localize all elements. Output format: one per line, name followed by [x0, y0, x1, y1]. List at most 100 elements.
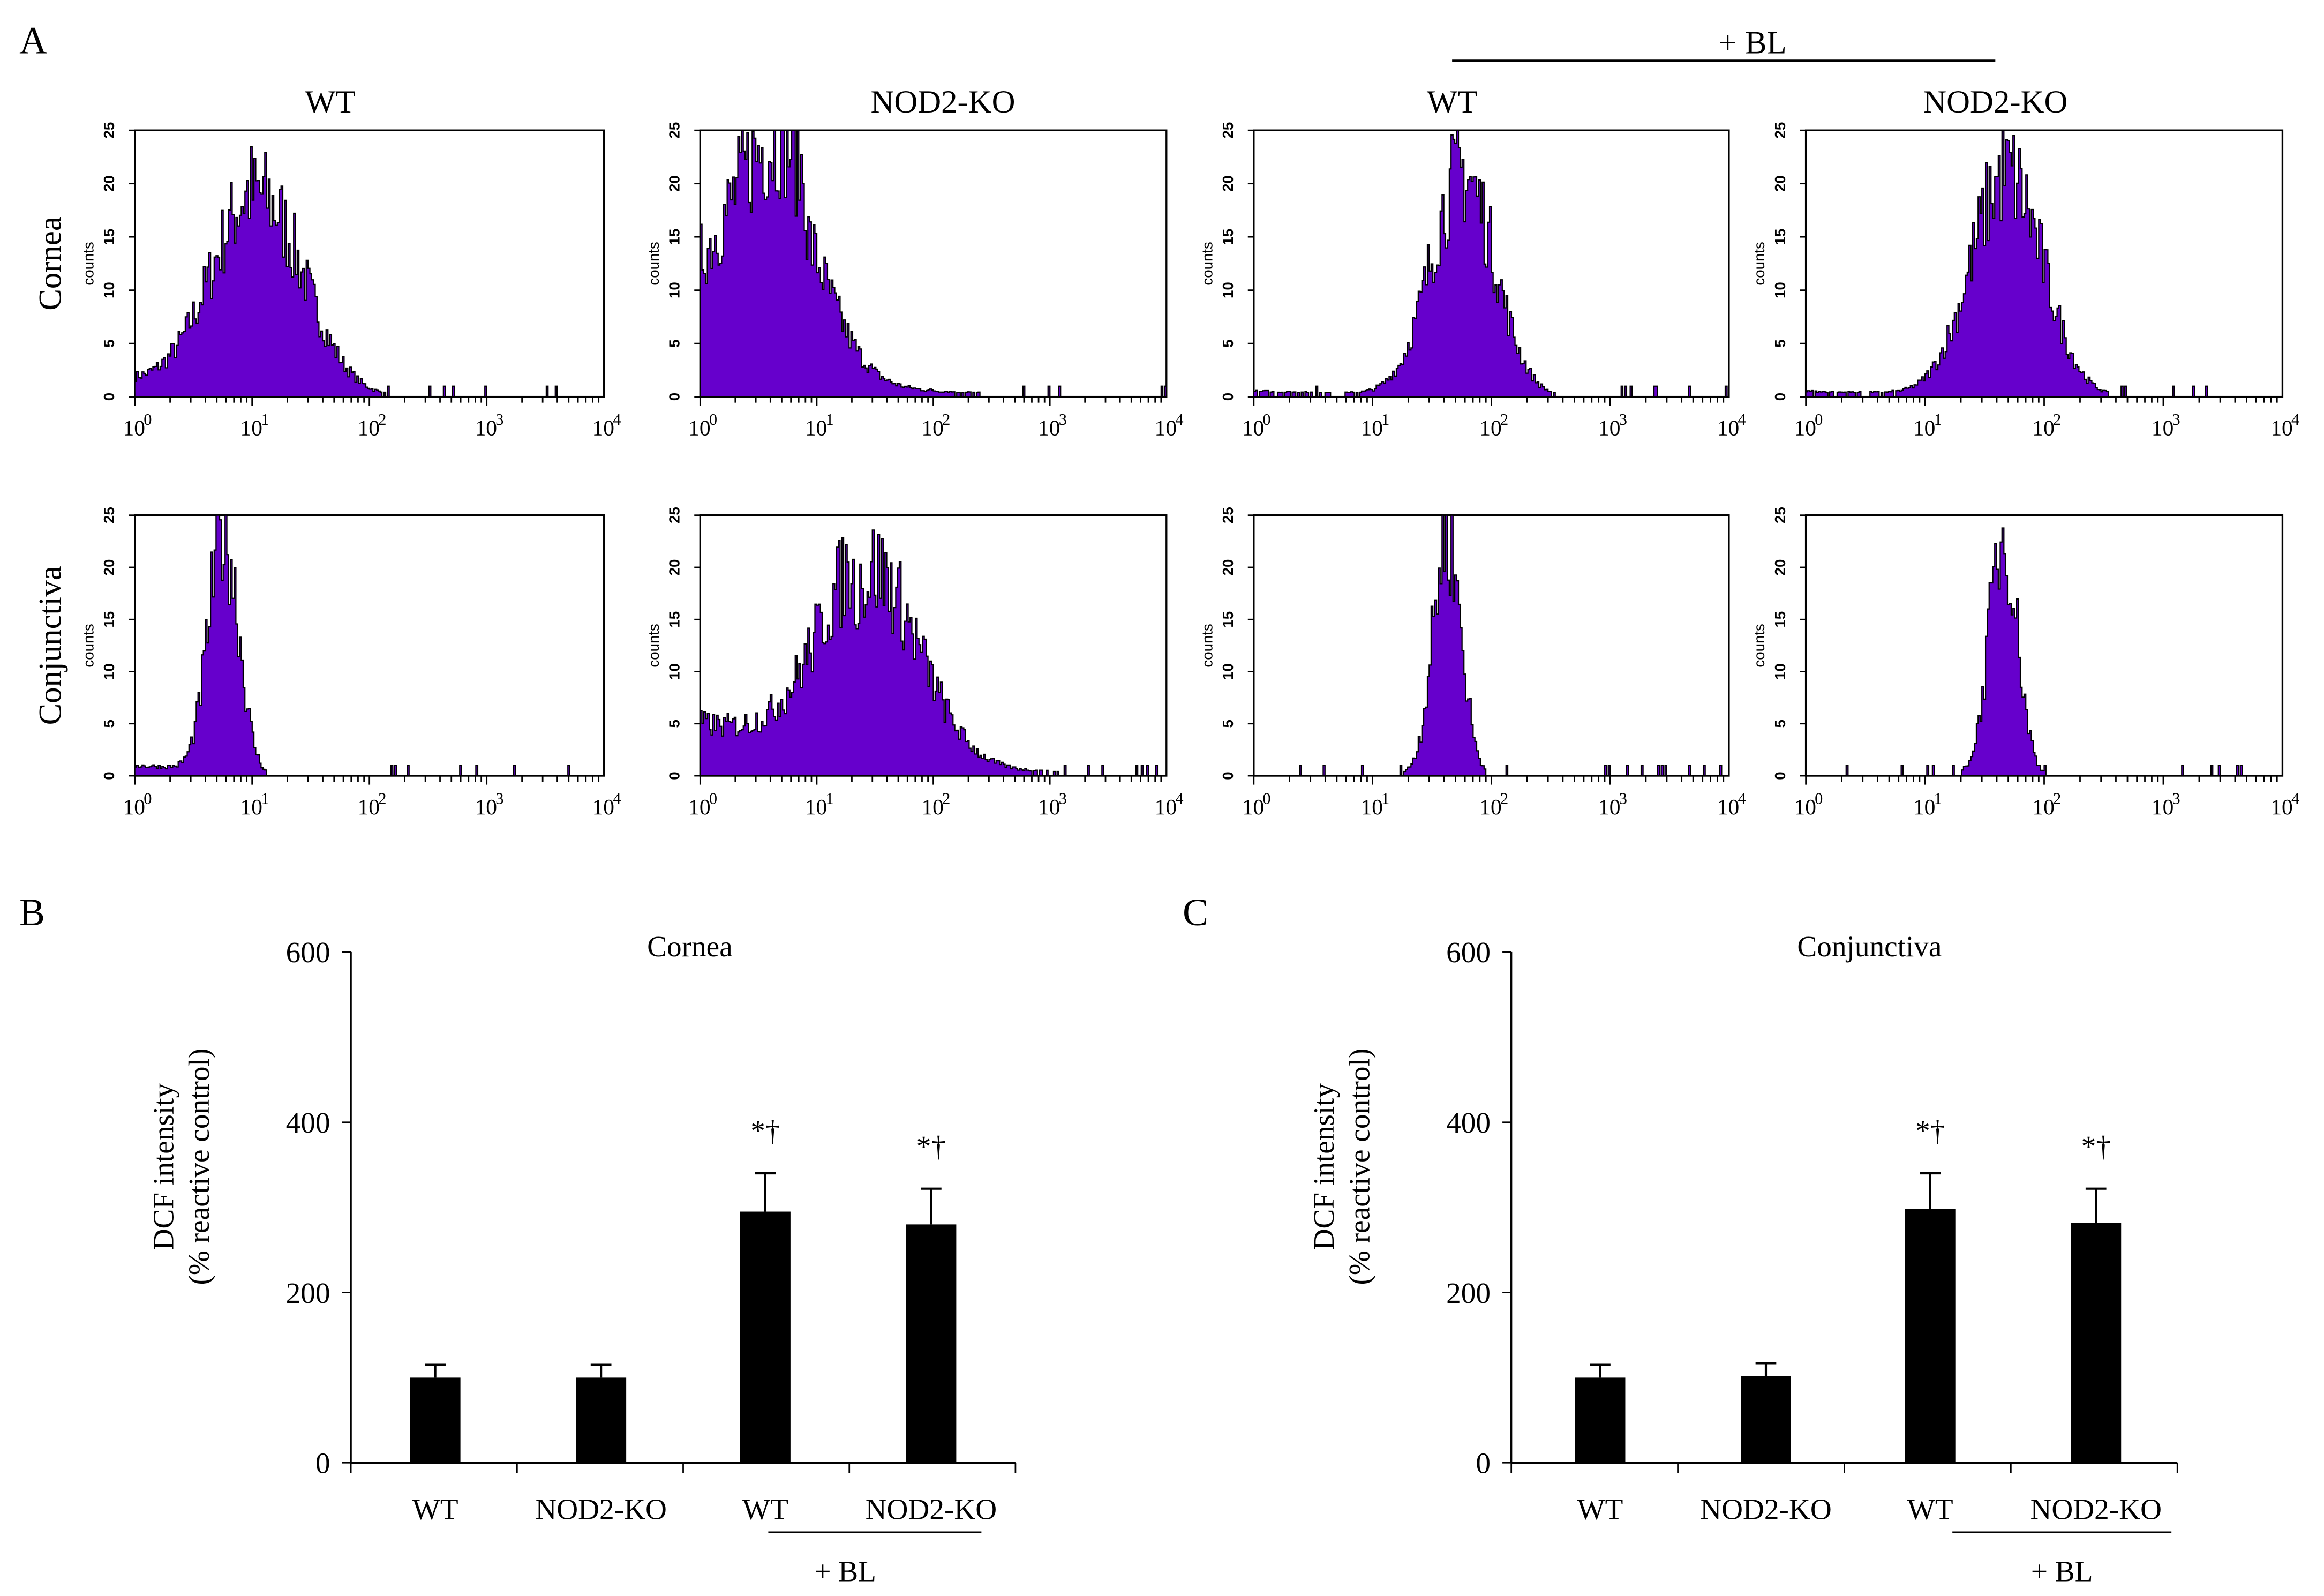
bar	[1575, 1377, 1626, 1463]
x-tick-label: 10	[688, 415, 710, 440]
y-tick-label: 20	[1772, 559, 1788, 576]
x-tick-exponent: 1	[261, 790, 269, 808]
x-tick-label: 10	[358, 795, 380, 819]
x-tick-exponent: 4	[2291, 410, 2299, 429]
bar-chart-conjunctiva: 0 200 400 600 Conjunctiva DCF intensity (% rea…	[1307, 930, 2178, 1587]
y-tick-label: 20	[101, 175, 117, 192]
y-axis-label: counts	[645, 242, 662, 285]
x-tick-label: 10	[1913, 415, 1935, 440]
category-label: NOD2-KO	[2030, 1493, 2162, 1525]
y-tick-label: 25	[101, 507, 117, 523]
y-tick-label: 0	[101, 393, 117, 401]
row-label: Conjunctiva	[32, 566, 68, 725]
y-tick-label: 20	[1220, 559, 1236, 576]
x-tick-label: 10	[1360, 415, 1382, 440]
x-tick-label: 10	[1598, 795, 1620, 819]
category-label: NOD2-KO	[535, 1493, 667, 1525]
x-tick-label: 10	[475, 795, 497, 819]
category-label: NOD2-KO	[866, 1493, 997, 1525]
x-tick-label: 10	[1155, 795, 1177, 819]
x-tick-exponent: 1	[1934, 790, 1942, 808]
y-axis-label: counts	[1751, 624, 1768, 667]
y-tick-label: 5	[666, 720, 683, 728]
panel-label-a: A	[19, 19, 47, 62]
x-tick-exponent: 4	[613, 790, 621, 808]
x-tick-label: 10	[921, 795, 943, 819]
x-tick-exponent: 4	[613, 410, 621, 429]
x-tick-exponent: 0	[709, 790, 717, 808]
y-tick-label: 10	[1772, 282, 1788, 298]
y-tick-label: 10	[666, 282, 683, 298]
histogram-fill	[700, 130, 1167, 398]
x-tick-exponent: 3	[495, 790, 503, 808]
x-tick-exponent: 0	[1262, 410, 1270, 429]
x-tick-label: 10	[358, 415, 380, 440]
y-tick-label: 0	[666, 771, 683, 780]
x-tick-label: 10	[2152, 795, 2173, 819]
y-tick-label: 5	[101, 720, 117, 728]
x-tick-label: 10	[1717, 415, 1739, 440]
x-tick-label: 10	[240, 795, 262, 819]
histogram-fill	[700, 529, 1167, 777]
x-tick-exponent: 0	[1815, 410, 1823, 429]
y-tick-label: 15	[1220, 229, 1236, 245]
x-tick-exponent: 1	[1934, 410, 1942, 429]
x-tick-label: 10	[805, 415, 827, 440]
y-tick-label: 15	[101, 611, 117, 628]
y-axis-label: counts	[645, 624, 662, 667]
column-title: WT	[1427, 84, 1478, 120]
x-tick-label: 10	[2270, 795, 2292, 819]
x-tick-exponent: 3	[1059, 790, 1067, 808]
histogram-fill	[1253, 514, 1729, 777]
x-tick-exponent: 2	[378, 410, 386, 429]
x-tick-exponent: 1	[261, 410, 269, 429]
y-tick-label: 600	[286, 936, 330, 969]
x-tick-exponent: 0	[1815, 790, 1823, 808]
x-tick-exponent: 4	[1175, 790, 1183, 808]
y-tick-label: 25	[1220, 122, 1236, 139]
x-tick-label: 10	[1242, 415, 1264, 440]
y-tick-label: 10	[1772, 663, 1788, 680]
x-tick-label: 10	[592, 795, 614, 819]
x-tick-label: 10	[592, 415, 614, 440]
chart-title: Cornea	[647, 930, 733, 963]
x-tick-label: 10	[123, 415, 145, 440]
bar	[740, 1211, 791, 1463]
y-axis-label: DCF intensity	[147, 1083, 180, 1250]
histogram-fill	[134, 146, 604, 398]
x-tick-label: 10	[2032, 795, 2054, 819]
bar	[1905, 1209, 1956, 1463]
y-tick-label: 25	[1772, 507, 1788, 523]
y-axis-label: counts	[80, 624, 96, 667]
x-tick-label: 10	[1155, 415, 1177, 440]
category-label: WT	[412, 1493, 458, 1525]
plot-frame	[1253, 514, 1730, 777]
y-tick-label: 5	[1220, 720, 1236, 728]
y-tick-label: 0	[315, 1447, 330, 1480]
category-label: WT	[1907, 1493, 1953, 1525]
bar	[906, 1224, 957, 1463]
y-tick-label: 5	[101, 339, 117, 347]
y-tick-label: 10	[1220, 663, 1236, 680]
column-title: WT	[305, 84, 356, 120]
y-tick-label: 20	[666, 175, 683, 192]
y-tick-label: 0	[1772, 771, 1788, 780]
y-tick-label: 400	[286, 1106, 330, 1139]
y-tick-label: 0	[1220, 771, 1236, 780]
y-tick-label: 10	[101, 282, 117, 298]
x-tick-exponent: 3	[495, 410, 503, 429]
group-label: + BL	[2031, 1555, 2093, 1587]
x-tick-label: 10	[2032, 415, 2054, 440]
bar	[410, 1377, 461, 1463]
x-tick-label: 10	[240, 415, 262, 440]
x-tick-label: 10	[2270, 415, 2292, 440]
y-tick-label: 0	[1220, 393, 1236, 401]
x-tick-exponent: 1	[1381, 790, 1389, 808]
x-tick-exponent: 2	[942, 790, 950, 808]
